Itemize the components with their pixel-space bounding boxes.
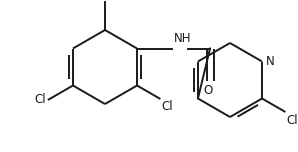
Text: O: O [204,83,213,97]
Text: Cl: Cl [34,93,46,106]
Text: N: N [266,55,275,68]
Text: Cl: Cl [287,114,298,126]
Text: Cl: Cl [162,100,173,114]
Text: NH: NH [174,33,192,45]
